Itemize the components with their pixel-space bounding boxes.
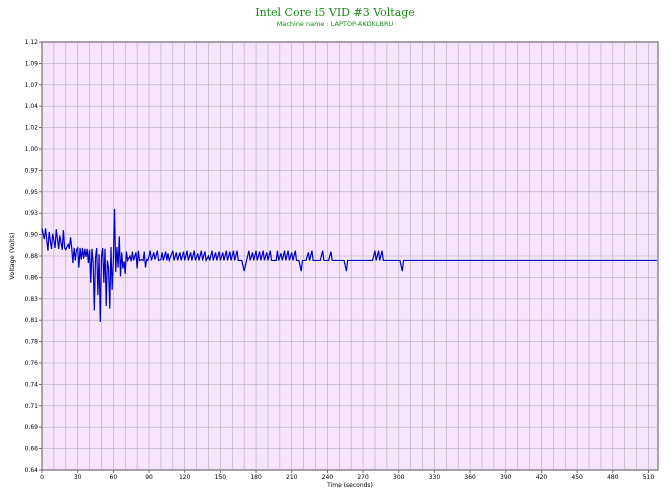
y-axis-label: Voltage (Volts) <box>8 232 16 279</box>
y-tick-label: 1.00 <box>25 146 39 153</box>
x-tick-label: 240 <box>322 474 334 481</box>
x-tick-label: 480 <box>607 474 619 481</box>
x-tick-label: 30 <box>74 474 82 481</box>
x-tick-label: 120 <box>179 474 191 481</box>
x-tick-label: 360 <box>464 474 476 481</box>
y-tick-label: 0.90 <box>25 232 39 239</box>
x-tick-label: 90 <box>145 474 153 481</box>
y-tick-label: 0.83 <box>25 296 39 303</box>
x-tick-label: 420 <box>536 474 548 481</box>
x-tick-label: 450 <box>571 474 583 481</box>
y-tick-label: 0.74 <box>25 381 39 388</box>
grid-lines <box>42 42 658 470</box>
x-tick-label: 510 <box>643 474 655 481</box>
y-tick-label: 1.04 <box>25 103 39 110</box>
y-tick-label: 0.78 <box>25 339 39 346</box>
series-layer <box>41 208 657 322</box>
y-tick-label: 0.93 <box>25 210 39 217</box>
x-tick-label: 390 <box>500 474 512 481</box>
chart-title: Intel Core i5 VID #3 Voltage <box>255 6 415 19</box>
y-tick-label: 0.88 <box>25 253 39 260</box>
x-tick-label: 180 <box>250 474 262 481</box>
y-tick-label: 0.66 <box>25 446 39 453</box>
y-tick-label: 0.95 <box>25 189 39 196</box>
x-tick-label: 330 <box>429 474 441 481</box>
tick-labels: 0 30 60 90 120 150 180 210 240 270 300 330 360 390 420… <box>25 39 655 481</box>
y-tick-label: 0.81 <box>25 317 39 324</box>
y-tick-label: 0.97 <box>25 167 39 174</box>
x-tick-label: 300 <box>393 474 405 481</box>
x-tick-label: 210 <box>286 474 298 481</box>
y-tick-label: 0.71 <box>25 403 39 410</box>
y-tick-label: 0.86 <box>25 274 39 281</box>
y-tick-label: 1.12 <box>25 39 39 46</box>
y-tick-label: 0.64 <box>25 467 39 474</box>
y-tick-label: 0.69 <box>25 424 39 431</box>
y-tick-label: 1.09 <box>25 60 39 67</box>
x-tick-label: 150 <box>215 474 227 481</box>
x-axis-label: Time (seconds) <box>326 482 373 489</box>
y-tick-label: 1.02 <box>25 125 39 132</box>
y-tick-label: 0.76 <box>25 360 39 367</box>
x-tick-label: 270 <box>357 474 369 481</box>
x-tick-label: 60 <box>110 474 118 481</box>
chart-subtitle: Machine name : LAPTOP-AKDKLBRU <box>276 20 394 28</box>
y-tick-label: 1.07 <box>25 82 39 89</box>
series-line-voltage <box>41 208 657 322</box>
x-tick-label: 0 <box>40 474 44 481</box>
